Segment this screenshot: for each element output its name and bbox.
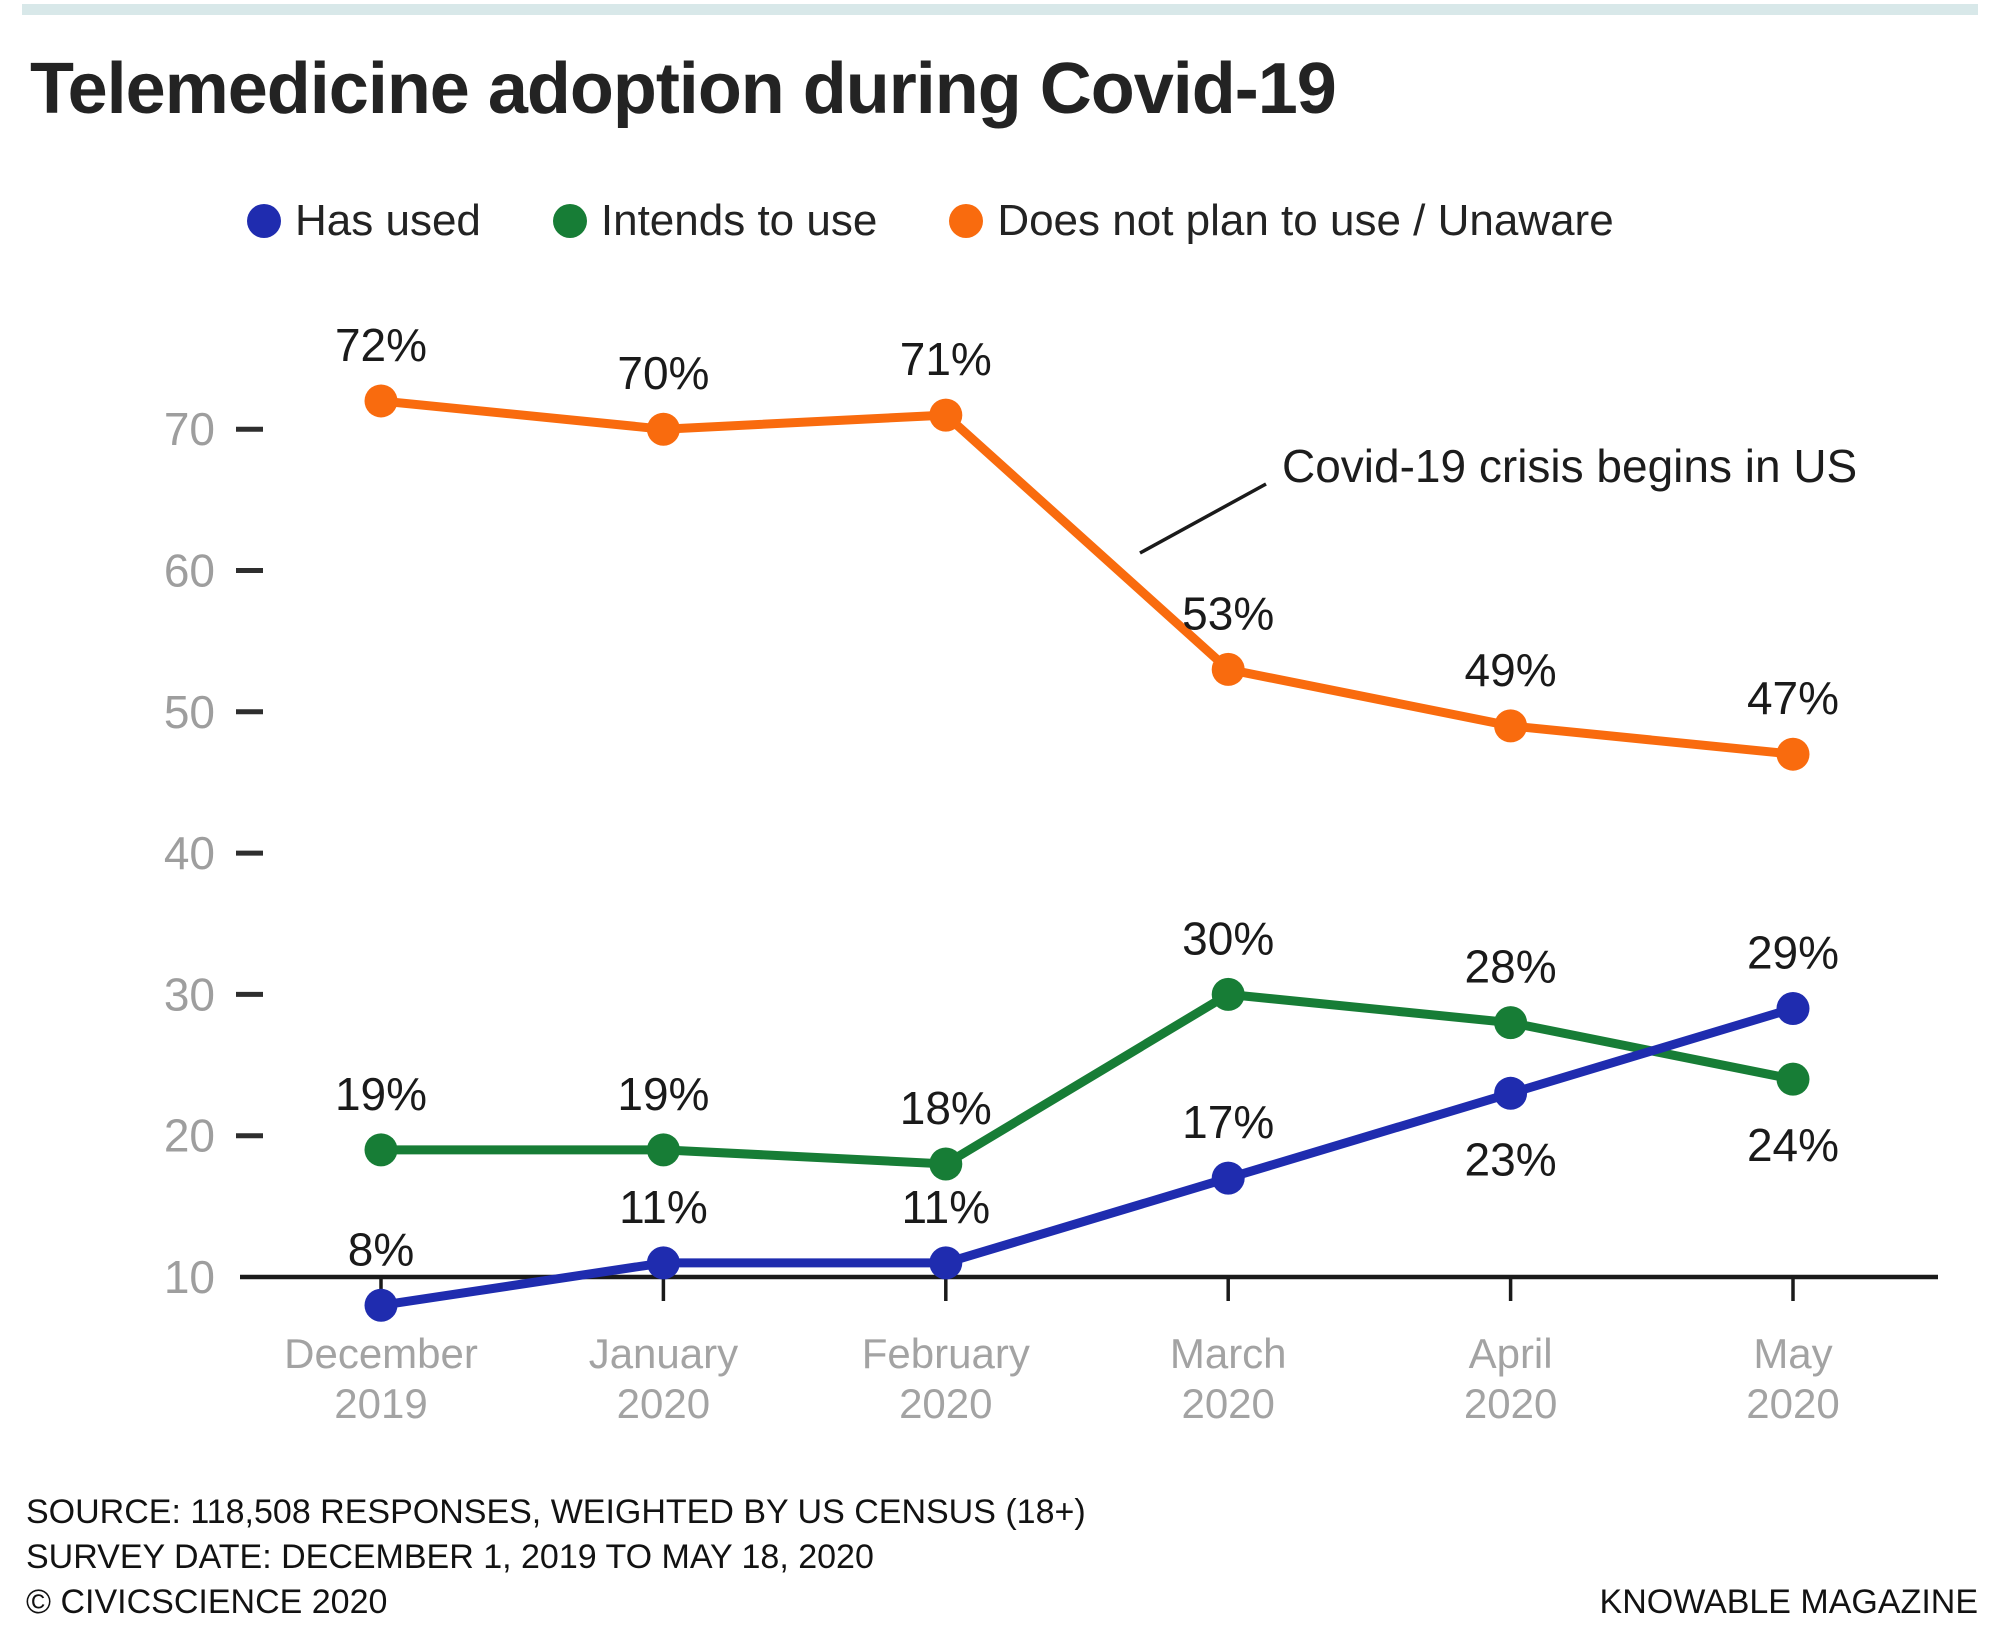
- legend-dot: [949, 204, 984, 238]
- data-point-label: 19%: [335, 1068, 427, 1120]
- legend-label: Does not plan to use / Unaware: [997, 196, 1614, 245]
- data-point-label: 23%: [1465, 1133, 1557, 1185]
- data-point-label: 11%: [619, 1181, 708, 1233]
- data-point-label: 28%: [1465, 941, 1557, 993]
- x-tick-label-month: February: [862, 1330, 1030, 1377]
- legend-label: Intends to use: [600, 196, 878, 245]
- footer-copyright: © CIVICSCIENCE 2020: [26, 1583, 388, 1621]
- chart-title: Telemedicine adoption during Covid-19: [30, 49, 1337, 129]
- data-point-label: 11%: [901, 1181, 990, 1233]
- x-tick-label-year: 2020: [899, 1380, 992, 1427]
- footer-brand: KNOWABLE MAGAZINE: [1599, 1583, 1978, 1621]
- data-point: [1776, 992, 1810, 1026]
- data-point-label: 18%: [900, 1082, 992, 1134]
- y-tick-label: 20: [164, 1110, 215, 1162]
- y-tick-label: 30: [164, 968, 215, 1020]
- footer-source: SOURCE: 118,508 RESPONSES, WEIGHTED BY U…: [26, 1493, 1086, 1531]
- data-point: [646, 412, 680, 446]
- legend: Has used Intends to use Does not plan to u…: [247, 196, 1614, 246]
- x-tick-label-month: May: [1753, 1330, 1832, 1377]
- data-point: [1776, 737, 1810, 771]
- y-tick-label: 10: [164, 1251, 215, 1303]
- data-point-label: 70%: [617, 347, 709, 399]
- legend-dot: [247, 204, 281, 238]
- data-point: [646, 1246, 680, 1280]
- series-line: [380, 396, 1794, 759]
- x-tick-label-month: April: [1469, 1330, 1553, 1377]
- annotation-line: [1139, 482, 1267, 555]
- x-tick-label-year: 2020: [1464, 1380, 1557, 1427]
- x-tick-label-month: December: [284, 1330, 478, 1377]
- legend-item: Does not plan to use / Unaware: [949, 196, 1614, 246]
- data-point: [1494, 1076, 1528, 1110]
- data-point-label: 8%: [348, 1223, 414, 1275]
- y-tick-label: 50: [164, 686, 215, 738]
- data-point-label: 53%: [1182, 587, 1274, 639]
- data-point: [646, 1133, 680, 1167]
- y-tick-label: 60: [164, 545, 215, 597]
- data-point: [929, 1246, 963, 1280]
- legend-item: Intends to use: [552, 196, 878, 246]
- legend-dot: [552, 204, 587, 238]
- data-point: [1211, 977, 1245, 1011]
- data-point-label: 71%: [900, 333, 992, 385]
- x-tick-label-year: 2020: [1746, 1380, 1839, 1427]
- data-point: [1211, 652, 1245, 686]
- data-point: [929, 398, 963, 432]
- x-tick-label-year: 2019: [334, 1380, 427, 1427]
- data-point: [364, 1288, 398, 1322]
- data-point: [1211, 1161, 1245, 1195]
- data-point: [929, 1147, 963, 1181]
- data-point: [364, 1133, 398, 1167]
- data-point-label: 17%: [1182, 1096, 1274, 1148]
- legend-item: Has used: [247, 196, 481, 246]
- data-point-label: 72%: [335, 319, 427, 371]
- accent-bar: [22, 4, 1978, 15]
- legend-label: Has used: [295, 196, 481, 245]
- y-tick-label: 70: [164, 403, 215, 455]
- data-point-label: 47%: [1747, 672, 1839, 724]
- annotation-text: Covid-19 crisis begins in US: [1282, 440, 1857, 492]
- x-tick-label-year: 2020: [1181, 1380, 1274, 1427]
- data-point: [1494, 1006, 1528, 1040]
- data-point-label: 19%: [617, 1068, 709, 1120]
- x-tick-label-month: March: [1170, 1330, 1287, 1377]
- x-tick-label-year: 2020: [617, 1380, 710, 1427]
- footer-survey-date: SURVEY DATE: DECEMBER 1, 2019 TO MAY 18,…: [26, 1538, 874, 1576]
- footer: SOURCE: 118,508 RESPONSES, WEIGHTED BY U…: [26, 1490, 1978, 1625]
- data-point: [364, 384, 398, 418]
- x-tick-label-month: January: [589, 1330, 738, 1377]
- data-point-label: 29%: [1747, 927, 1839, 979]
- data-point-label: 49%: [1465, 644, 1557, 696]
- data-point-label: 30%: [1182, 912, 1274, 964]
- series-line: [381, 989, 1794, 1169]
- data-point-label: 24%: [1747, 1119, 1839, 1171]
- y-tick-label: 40: [164, 827, 215, 879]
- data-point: [1776, 1062, 1810, 1096]
- data-point: [1494, 709, 1528, 743]
- series-line: [380, 1004, 1795, 1310]
